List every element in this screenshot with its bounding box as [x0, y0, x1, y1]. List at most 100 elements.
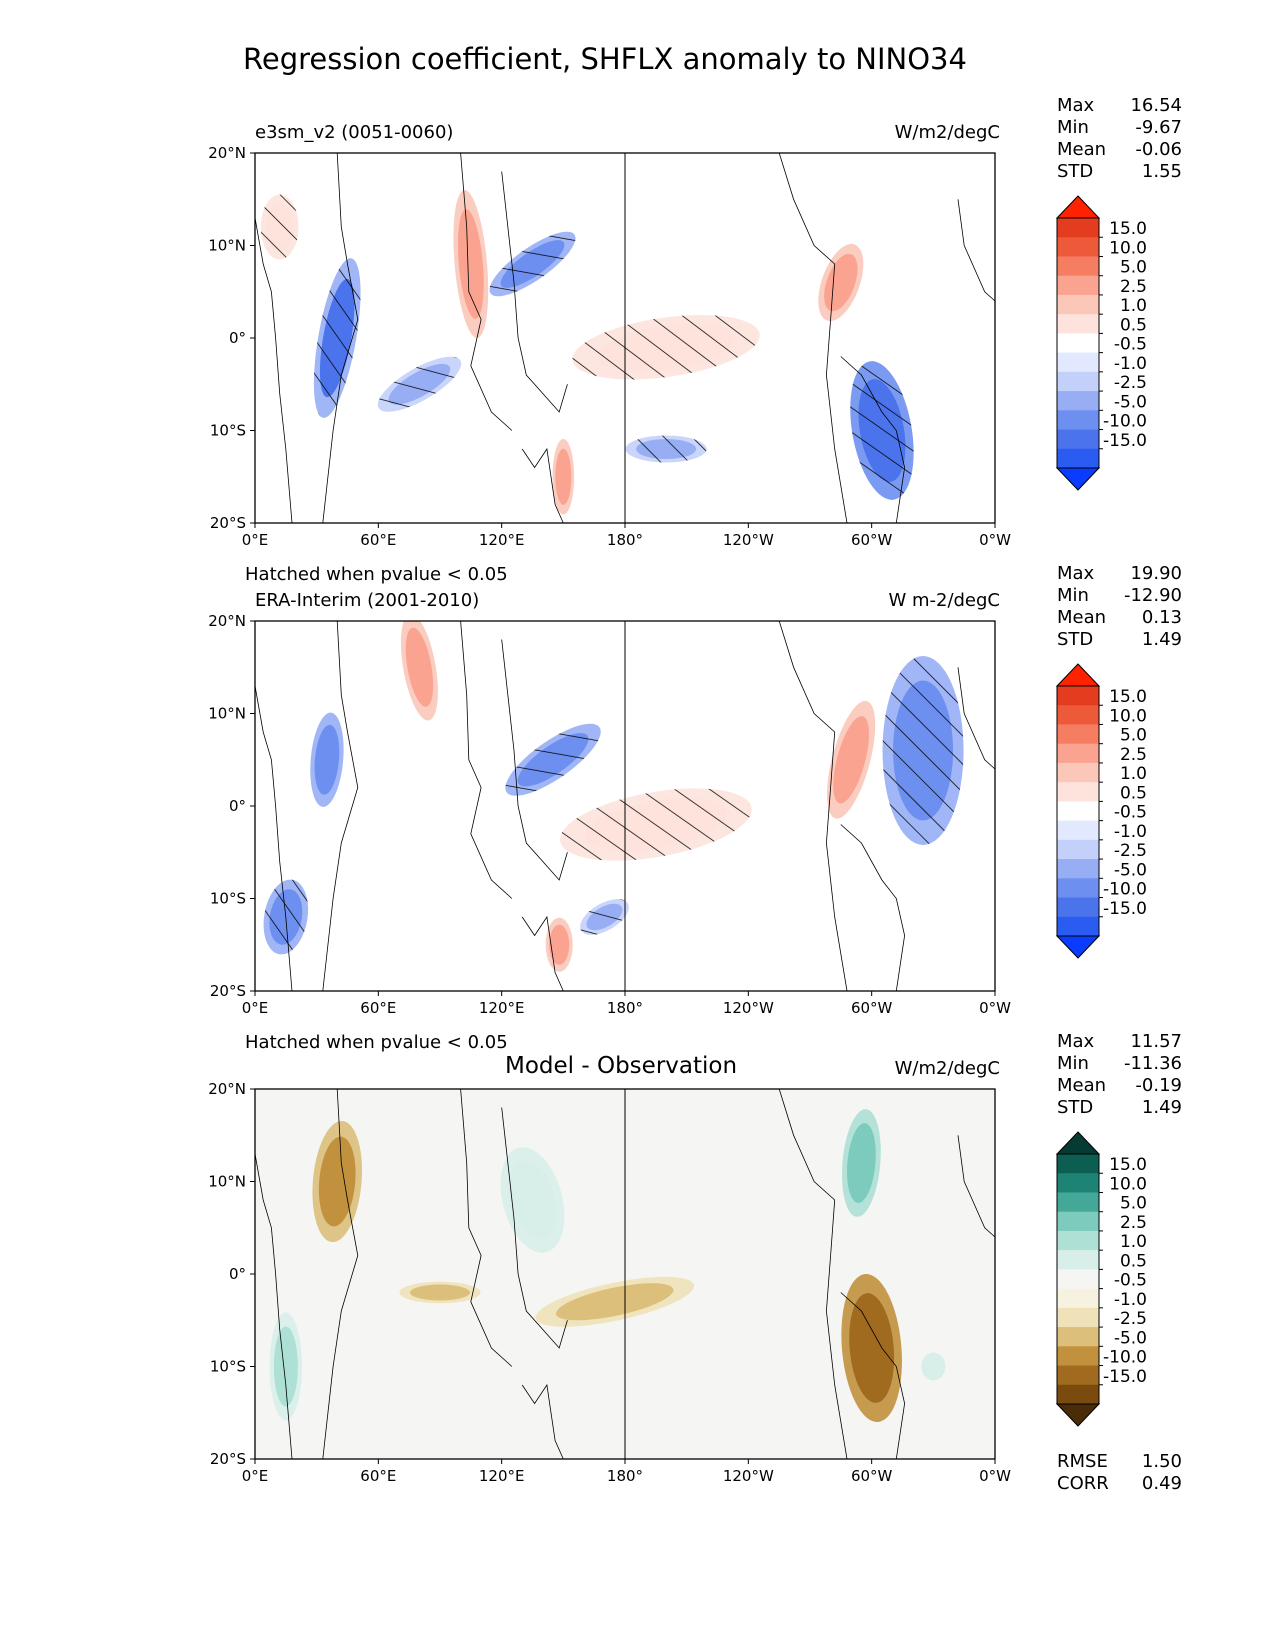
- field-blob: [508, 1160, 557, 1240]
- colorbar-label: 15.0: [1109, 219, 1147, 239]
- y-tick-label: 20°S: [210, 1450, 246, 1468]
- colorbar-segment: [1057, 1346, 1099, 1366]
- colorbar-segment: [1057, 1307, 1099, 1328]
- stat-value: -12.90: [1123, 585, 1182, 606]
- colorbar-label: 10.0: [1109, 706, 1147, 726]
- x-tick-label: 120°W: [723, 1467, 774, 1485]
- x-tick-label: 60°W: [851, 531, 893, 549]
- coastline: [255, 621, 293, 991]
- coastline: [840, 1292, 906, 1459]
- coastline: [501, 1107, 568, 1349]
- coastline: [255, 153, 293, 523]
- stat-name: STD: [1057, 629, 1094, 650]
- panel-1-hatch-note: Hatched when pvalue < 0.05: [245, 564, 508, 585]
- colorbar-label: -15.0: [1103, 1367, 1147, 1387]
- x-tick-label: 0°E: [242, 531, 269, 549]
- x-tick-label: 0°W: [979, 1467, 1011, 1485]
- stat-name: Max: [1057, 563, 1095, 584]
- colorbar-top-extension: [1055, 663, 1101, 687]
- colorbar-label: 10.0: [1109, 238, 1147, 258]
- stat-value: 1.55: [1141, 161, 1182, 182]
- stat-name: Min: [1057, 1053, 1089, 1074]
- colorbar-segment: [1057, 448, 1099, 469]
- significance-hatch: [572, 315, 760, 380]
- coastline: [255, 1089, 293, 1459]
- stat-name: Mean: [1057, 607, 1107, 628]
- panel-3-extra-stats: RMSE 1.50 CORR 0.49: [1057, 1451, 1182, 1496]
- coastline: [501, 639, 568, 881]
- significance-hatch: [882, 656, 964, 845]
- panel-2-hatch-note: Hatched when pvalue < 0.05: [245, 1032, 508, 1053]
- stat-value: -9.67: [1135, 117, 1182, 138]
- colorbar-label: -10.0: [1103, 1348, 1147, 1368]
- colorbar-segment: [1057, 256, 1099, 277]
- colorbar-frame: [1056, 685, 1100, 937]
- colorbar-label: -5.0: [1114, 1328, 1147, 1348]
- stat-value: 0.13: [1141, 607, 1182, 628]
- colorbar-label: 5.0: [1120, 258, 1147, 278]
- x-tick-label: 60°E: [360, 531, 396, 549]
- colorbar-segment: [1057, 1288, 1099, 1309]
- panel-1-units-label: W/m2/degC: [894, 122, 1000, 143]
- map-field: [255, 153, 995, 523]
- field-blob: [318, 1136, 356, 1227]
- colorbar-label: -0.5: [1114, 1271, 1147, 1291]
- colorbar-segment: [1057, 1173, 1099, 1193]
- colorbar-label: -15.0: [1103, 899, 1147, 919]
- y-tick-label: 10°S: [210, 422, 246, 440]
- stat-name: Max: [1057, 95, 1095, 116]
- colorbar-label: -5.0: [1114, 860, 1147, 880]
- significance-hatch: [489, 231, 576, 297]
- colorbar-segment: [1057, 897, 1099, 918]
- panel-3-title: Model - Observation: [505, 1053, 738, 1079]
- panel-3-units-label: W/m2/degC: [894, 1058, 1000, 1079]
- coastline: [778, 153, 848, 523]
- field-blob: [921, 1352, 946, 1381]
- x-tick-label: 120°W: [723, 531, 774, 549]
- coastline: [957, 667, 995, 770]
- field-blob: [410, 1284, 470, 1301]
- colorbar-label: 0.5: [1120, 783, 1147, 803]
- stat-name: Mean: [1057, 1075, 1107, 1096]
- colorbar-bottom-extension: [1055, 467, 1101, 491]
- stat-name: CORR: [1057, 1473, 1109, 1494]
- colorbar-label: -15.0: [1103, 431, 1147, 451]
- panel-3-stats: Max 11.57 Min -11.36 Mean -0.19 STD 1.49: [1057, 1031, 1182, 1121]
- colorbar-segment: [1057, 1211, 1099, 1232]
- colorbar-label: 0.5: [1120, 315, 1147, 335]
- colorbar-segment: [1057, 1250, 1099, 1270]
- map-field: [255, 1089, 995, 1459]
- panel-2-units-label: W m-2/degC: [888, 590, 1000, 611]
- colorbar-segment: [1057, 429, 1099, 450]
- colorbar-label: 2.5: [1120, 277, 1147, 297]
- colorbar-segment: [1057, 743, 1099, 764]
- significance-hatch: [505, 723, 601, 796]
- colorbar-label: -1.0: [1114, 1290, 1147, 1310]
- coastline: [957, 199, 995, 302]
- coastline: [322, 621, 359, 991]
- map-field: [255, 621, 995, 991]
- colorbar-segment: [1057, 878, 1099, 898]
- colorbar-bottom-extension: [1055, 935, 1101, 959]
- coastline: [460, 153, 513, 431]
- colorbar-segment: [1057, 1269, 1099, 1290]
- colorbar-label: -10.0: [1103, 880, 1147, 900]
- colorbar-segment: [1057, 705, 1099, 725]
- map-panel-1: 0°E 60°E 120°E 180° 120°W 60°W 0°W 20°N 10°N 0° 10…: [208, 144, 1011, 549]
- colorbar-segment: [1057, 762, 1099, 783]
- colorbar-frame: [1056, 1153, 1100, 1405]
- colorbar-segment: [1057, 275, 1099, 296]
- colorbar-segment: [1057, 724, 1099, 745]
- colorbar-segment: [1057, 686, 1099, 706]
- coastline: [778, 621, 848, 991]
- field-blob: [457, 209, 484, 319]
- y-tick-label: 10°S: [210, 890, 246, 908]
- colorbar-segment: [1057, 294, 1099, 315]
- x-tick-label: 120°E: [479, 999, 525, 1017]
- significance-hatch: [580, 899, 629, 935]
- coastline: [840, 356, 906, 523]
- y-tick-label: 0°: [229, 1265, 246, 1283]
- x-tick-label: 60°W: [851, 1467, 893, 1485]
- significance-hatch: [559, 788, 752, 861]
- colorbar-label: 5.0: [1120, 726, 1147, 746]
